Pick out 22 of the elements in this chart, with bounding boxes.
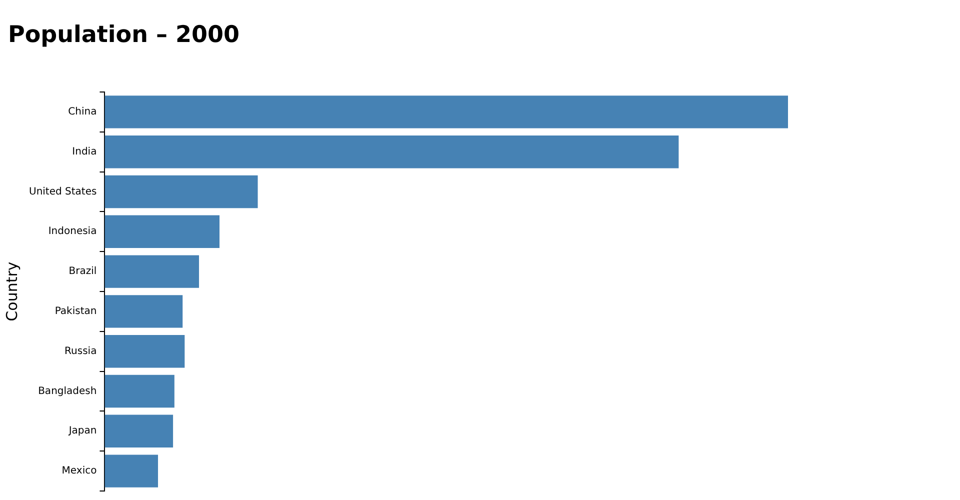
y-tick-label: Bangladesh	[38, 386, 97, 397]
y-tick-label: Japan	[68, 426, 97, 437]
bar	[104, 334, 185, 368]
bar	[104, 215, 220, 248]
y-tick-label: China	[68, 106, 97, 118]
bar	[104, 414, 174, 448]
y-axis-title: Country	[2, 262, 21, 322]
y-tick-label: Brazil	[68, 266, 97, 278]
bar	[104, 175, 258, 208]
bar	[104, 96, 788, 128]
bar	[104, 255, 200, 288]
y-tick-label: India	[72, 146, 97, 158]
y-tick-label: Russia	[64, 346, 97, 357]
bar	[104, 135, 679, 168]
y-tick-label: United States	[28, 186, 97, 198]
bar	[104, 454, 158, 488]
y-tick-label: Indonesia	[48, 226, 97, 238]
bar	[104, 295, 183, 328]
y-tick-label: Pakistan	[54, 306, 97, 318]
bar	[104, 374, 174, 408]
chart-title: Population – 2000	[8, 22, 240, 48]
y-tick-label: Mexico	[62, 466, 97, 477]
